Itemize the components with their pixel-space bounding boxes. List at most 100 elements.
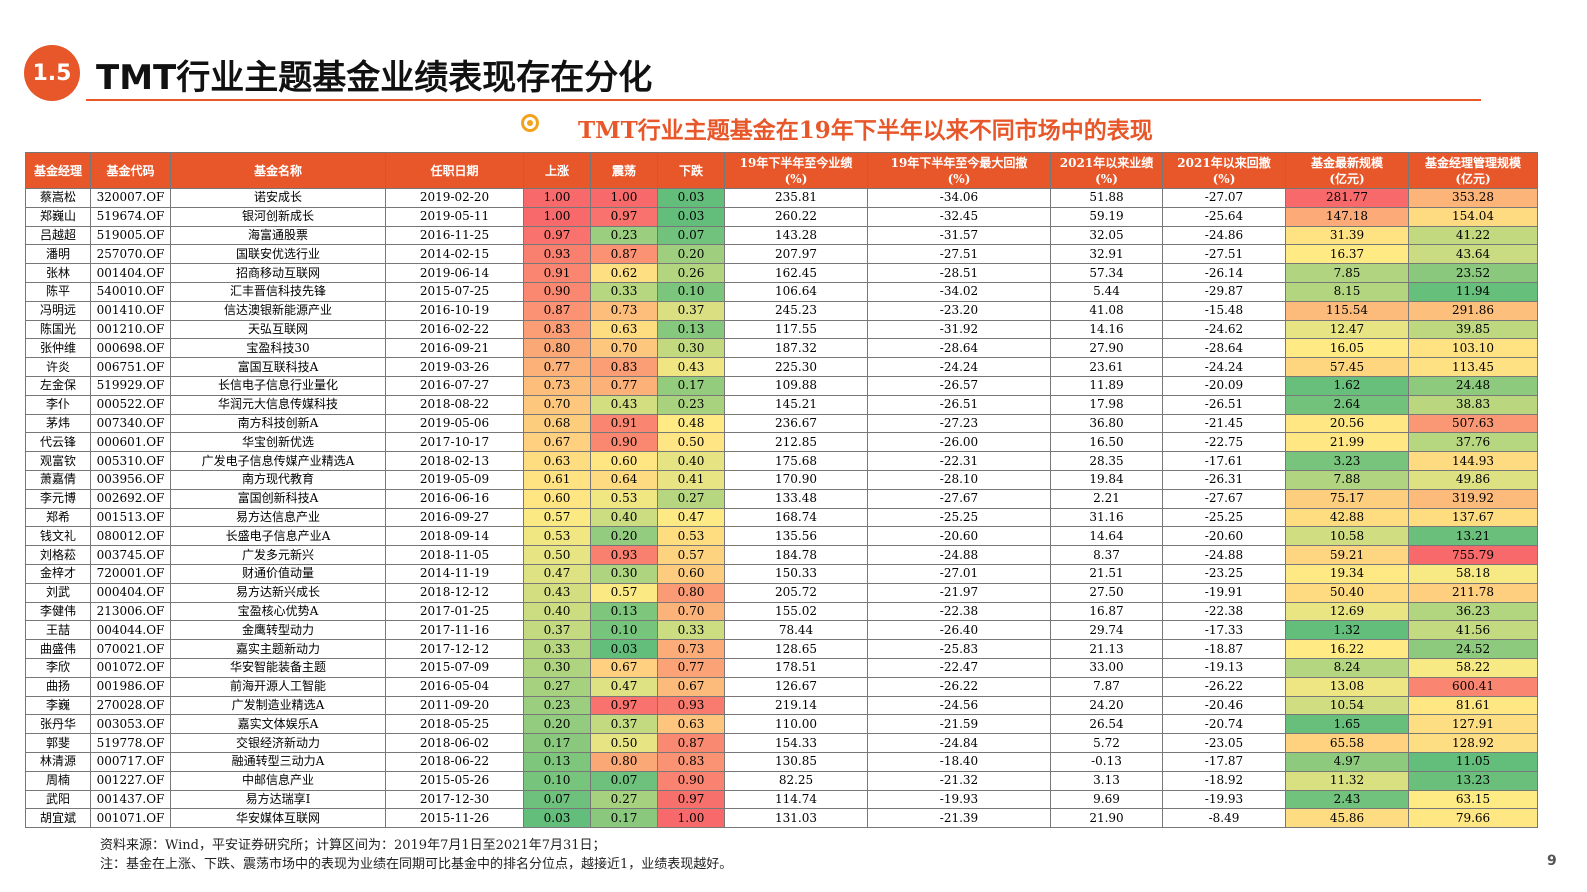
table-cell: 519005.OF [90, 225, 171, 246]
table-cell: 143.28 [724, 225, 868, 246]
table-cell: 0.63 [523, 451, 591, 471]
table-cell: 57.45 [1285, 357, 1409, 377]
table-cell: 4.97 [1285, 751, 1409, 772]
table-cell: 2016-09-27 [385, 507, 524, 528]
table-cell: 0.23 [657, 394, 725, 415]
table-cell: 003956.OF [90, 469, 171, 490]
table-cell: 755.79 [1408, 545, 1538, 565]
table-cell: 0.40 [657, 451, 725, 471]
table-cell: 银河创新成长 [170, 206, 386, 227]
table-cell: -24.24 [1162, 357, 1286, 377]
table-cell: 易方达新兴成长 [170, 582, 386, 603]
table-cell: 000717.OF [90, 751, 171, 772]
table-row: 胡宜斌 001071.OF 华安媒体互联网 2015-11-26 0.03 0.17 1.0… [25, 808, 1538, 829]
table-cell: 0.47 [590, 676, 658, 697]
table-cell: 2018-02-13 [385, 451, 524, 471]
table-cell: 0.26 [657, 263, 725, 283]
table-cell: 12.69 [1285, 601, 1409, 622]
table-cell: -19.93 [867, 789, 1051, 810]
table-cell: 3.13 [1050, 770, 1163, 791]
table-cell: 13.23 [1408, 770, 1538, 791]
table-cell: -24.86 [1162, 225, 1286, 246]
table-cell: 51.88 [1050, 188, 1163, 208]
table-cell: 10.54 [1285, 695, 1409, 716]
table-cell: 0.77 [523, 357, 591, 377]
table-cell: 0.60 [523, 488, 591, 509]
table-cell: 001404.OF [90, 263, 171, 283]
table-cell: 12.47 [1285, 319, 1409, 340]
table-cell: 0.53 [523, 526, 591, 547]
table-cell: -22.47 [867, 657, 1051, 678]
table-cell: 79.66 [1408, 808, 1538, 829]
table-cell: 2015-05-26 [385, 770, 524, 791]
table-cell: 31.16 [1050, 507, 1163, 528]
table-cell: 213006.OF [90, 601, 171, 622]
table-cell: 长信电子信息行业量化 [170, 375, 386, 396]
table-cell: 0.40 [523, 601, 591, 622]
table-cell: 1.00 [523, 206, 591, 227]
table-cell: 130.85 [724, 751, 868, 772]
table-cell: 0.37 [657, 300, 725, 321]
table-cell: 33.00 [1050, 657, 1163, 678]
table-body: 蔡嵩松 320007.OF 诺安成长 2019-02-20 1.00 1.00 0.03 23… [25, 188, 1538, 829]
table-cell: 162.45 [724, 263, 868, 283]
table-cell: 0.80 [523, 338, 591, 359]
footnote: 注：基金在上涨、下跌、震荡市场中的表现为业绩在同期可比基金中的排名分位点，越接近… [100, 857, 733, 872]
column-header: 19年下半年至今最大回撤 (%) [867, 152, 1051, 189]
subtitle: TMT行业主题基金在19年下半年以来不同市场中的表现 [578, 117, 1153, 144]
table-cell: 720001.OF [90, 563, 171, 584]
table-cell: 0.07 [657, 225, 725, 246]
table-cell: 0.93 [523, 244, 591, 265]
table-cell: -21.39 [867, 808, 1051, 829]
table-cell: 219.14 [724, 695, 868, 716]
table-cell: -21.32 [867, 770, 1051, 791]
table-cell: 0.67 [657, 676, 725, 697]
table-cell: 2016-09-21 [385, 338, 524, 359]
table-cell: 2014-02-15 [385, 244, 524, 265]
table-cell: 0.37 [590, 714, 658, 735]
table-cell: 嘉实文体娱乐A [170, 714, 386, 735]
table-cell: 2018-12-12 [385, 582, 524, 603]
table-cell: 代云锋 [25, 432, 91, 453]
table-cell: 0.73 [590, 300, 658, 321]
table-cell: 0.91 [590, 413, 658, 434]
table-cell: 0.93 [657, 695, 725, 716]
table-cell: 235.81 [724, 188, 868, 208]
table-cell: 2019-06-14 [385, 263, 524, 283]
table-row: 李仆 000522.OF 华润元大信息传媒科技 2018-08-22 0.70 0.43 0… [25, 394, 1538, 415]
table-cell: 0.68 [523, 413, 591, 434]
table-cell: 广发制造业精选A [170, 695, 386, 716]
table-row: 李元博 002692.OF 富国创新科技A 2016-06-16 0.60 0.53 0.2… [25, 488, 1538, 509]
table-cell: 0.97 [657, 789, 725, 810]
table-cell: 2017-11-16 [385, 620, 524, 641]
table-cell: 212.85 [724, 432, 868, 453]
table-cell: -17.61 [1162, 451, 1286, 471]
table-cell: 0.33 [523, 639, 591, 659]
table-cell: -26.22 [1162, 676, 1286, 697]
table-cell: 潘明 [25, 244, 91, 265]
table-cell: -28.51 [867, 263, 1051, 283]
table-cell: 0.13 [590, 601, 658, 622]
table-row: 茅炜 007340.OF 南方科技创新A 2019-05-06 0.68 0.91 0.48… [25, 413, 1538, 434]
table-cell: 507.63 [1408, 413, 1538, 434]
table-cell: -22.75 [1162, 432, 1286, 453]
table-cell: -28.10 [867, 469, 1051, 490]
table-row: 代云锋 000601.OF 华宝创新优选 2017-10-17 0.67 0.90 0.50… [25, 432, 1538, 453]
table-cell: 2017-10-17 [385, 432, 524, 453]
table-row: 李巍 270028.OF 广发制造业精选A 2011-09-20 0.23 0.97 0.9… [25, 695, 1538, 716]
table-cell: 17.98 [1050, 394, 1163, 415]
column-header: 2021年以来回撤 (%) [1162, 152, 1286, 189]
table-cell: 13.08 [1285, 676, 1409, 697]
table-cell: 131.03 [724, 808, 868, 829]
table-cell: 0.30 [590, 563, 658, 584]
table-cell: 0.41 [657, 469, 725, 490]
table-cell: 华安智能装备主题 [170, 657, 386, 678]
table-cell: 154.33 [724, 733, 868, 753]
table-cell: 0.07 [590, 770, 658, 791]
table-cell: 0.60 [590, 451, 658, 471]
table-cell: -26.51 [1162, 394, 1286, 415]
table-row: 武阳 001437.OF 易方达瑞享I 2017-12-30 0.07 0.27 0.97 1… [25, 789, 1538, 810]
table-cell: -26.00 [867, 432, 1051, 453]
table-cell: 37.76 [1408, 432, 1538, 453]
